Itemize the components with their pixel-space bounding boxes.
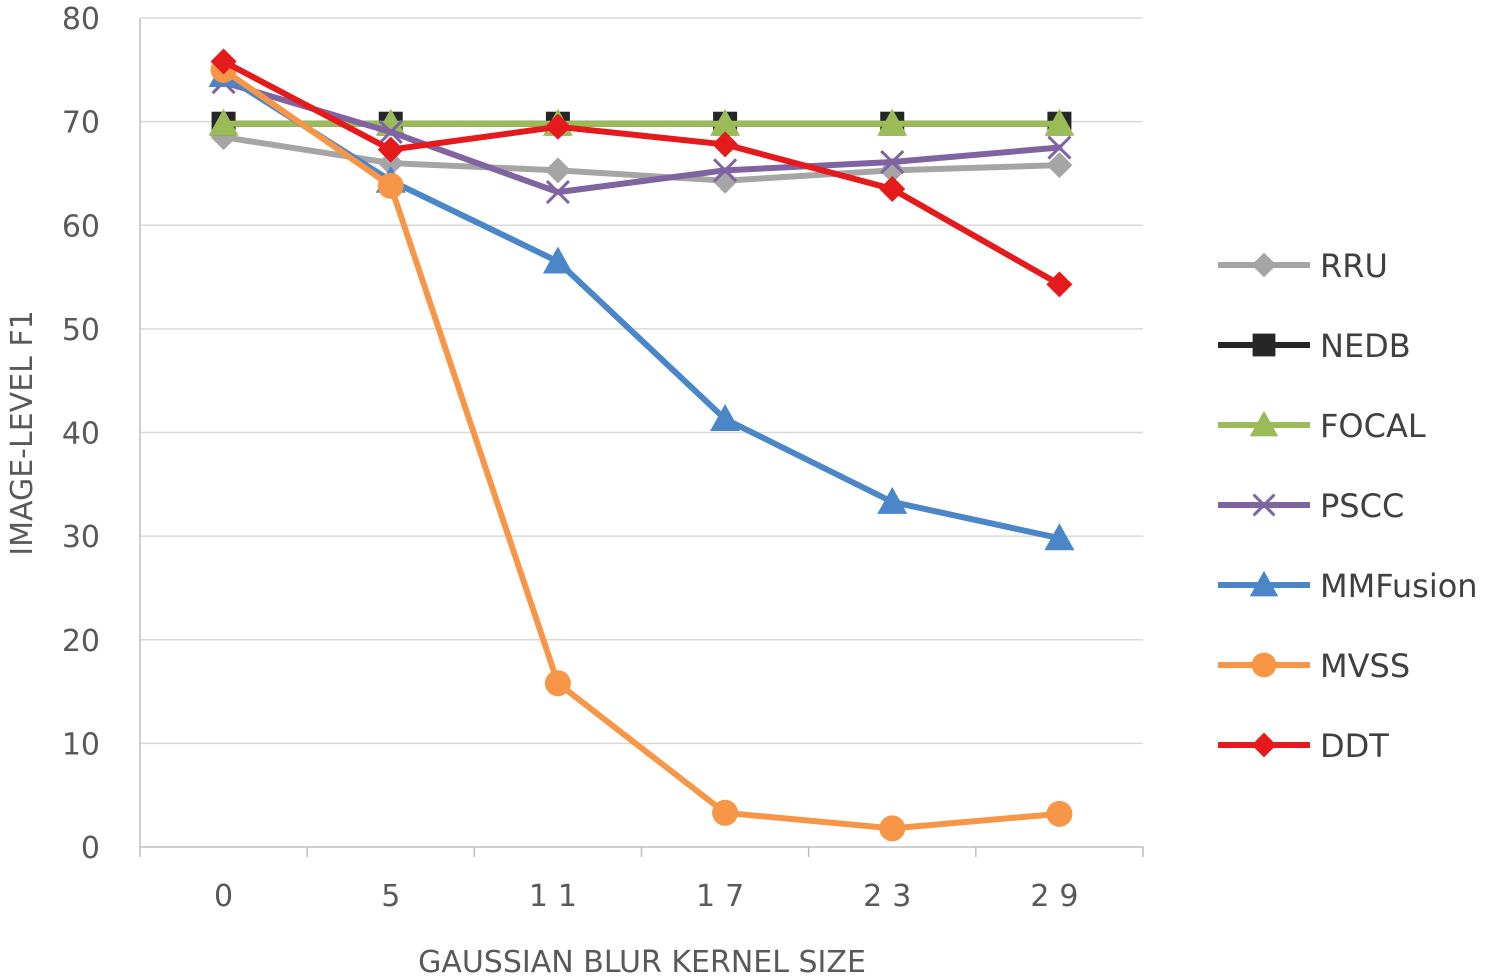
y-tick-label: 40 <box>62 417 100 452</box>
marker-x-stroke <box>1252 493 1276 517</box>
marker-diamond <box>210 48 237 75</box>
x-tick-labels: 0 5 11 17 23 29 <box>214 879 1088 914</box>
marker-x <box>378 119 403 145</box>
series-rru <box>210 124 1073 194</box>
x-tick-label: 29 <box>1030 879 1088 914</box>
marker-x-stroke <box>1047 135 1072 160</box>
series-line-ddt <box>220 58 1063 288</box>
y-tick-label: 10 <box>62 727 100 762</box>
x-tick-label: 17 <box>696 879 754 914</box>
marker-diamond <box>879 175 906 202</box>
marker-x <box>545 180 570 205</box>
y-tick-label: 20 <box>62 624 100 659</box>
marker-x-stroke <box>545 180 570 205</box>
marker-diamond <box>1251 252 1277 278</box>
series-line-mmfusion <box>220 71 1063 542</box>
marker-x-stroke <box>713 158 738 183</box>
marker-triangle <box>710 404 741 432</box>
gridlines <box>140 17 1143 745</box>
marker-circle <box>879 815 906 842</box>
y-tick-labels: 0 10 20 30 40 50 60 70 80 <box>62 2 100 866</box>
x-tick-label: 5 <box>381 879 400 914</box>
marker-triangle <box>1249 570 1279 597</box>
legend-item-mvss: MVSS <box>1218 647 1410 685</box>
y-tick-label: 50 <box>62 313 100 348</box>
marker-diamond <box>544 157 571 184</box>
marker-square <box>1252 333 1276 357</box>
marker-triangle <box>710 108 741 136</box>
legend-label: MVSS <box>1320 647 1410 685</box>
legend-item-focal: FOCAL <box>1218 407 1426 445</box>
legend-label: FOCAL <box>1320 407 1426 445</box>
marker-triangle <box>877 108 908 136</box>
marker-diamond <box>377 150 404 177</box>
marker-triangle <box>542 246 573 274</box>
series-ddt <box>210 48 1073 298</box>
legend-label: NEDB <box>1320 327 1411 365</box>
series-layer <box>208 48 1075 842</box>
marker-circle <box>1046 800 1073 827</box>
x-axis-title: GAUSSIAN BLUR KERNEL SIZE <box>418 945 866 977</box>
series-pscc <box>211 70 1072 205</box>
marker-triangle <box>1044 108 1075 136</box>
y-tick-label: 0 <box>81 831 100 866</box>
x-tick-label: 23 <box>863 879 921 914</box>
series-line-pscc <box>220 79 1063 196</box>
y-tick-label: 80 <box>62 2 100 37</box>
marker-circle <box>712 799 739 826</box>
x-tick-label: 11 <box>529 879 587 914</box>
marker-x-stroke <box>378 119 403 145</box>
y-axis-title: IMAGE-LEVEL F1 <box>5 310 40 556</box>
legend-item-pscc: PSCC <box>1218 487 1404 525</box>
legend-item-rru: RRU <box>1218 247 1388 285</box>
legend-label: DDT <box>1320 727 1389 765</box>
marker-x-stroke <box>880 149 905 175</box>
marker-x <box>713 158 738 183</box>
marker-x <box>1252 493 1276 517</box>
marker-circle <box>544 670 571 697</box>
marker-diamond <box>377 136 404 163</box>
marker-diamond <box>1046 271 1073 298</box>
series-line-mvss <box>220 66 1063 832</box>
series-mvss <box>210 56 1073 842</box>
marker-triangle <box>1249 410 1279 437</box>
marker-x <box>1047 135 1072 160</box>
legend: RRU NEDB FOCAL PSCC MMFusion MVSS DDT <box>1218 247 1478 765</box>
marker-diamond <box>544 113 571 140</box>
marker-triangle <box>1044 523 1075 551</box>
marker-triangle <box>208 108 239 136</box>
marker-x <box>880 149 905 175</box>
marker-diamond <box>712 131 739 158</box>
axes <box>139 18 1144 857</box>
series-line-rru <box>220 134 1063 184</box>
legend-label: RRU <box>1320 247 1388 285</box>
y-tick-label: 70 <box>62 106 100 141</box>
legend-item-mmfusion: MMFusion <box>1218 567 1478 605</box>
marker-circle <box>1251 652 1277 678</box>
legend-label: PSCC <box>1320 487 1404 525</box>
legend-label: MMFusion <box>1320 567 1478 605</box>
marker-diamond <box>1251 732 1277 758</box>
x-tick-label: 0 <box>214 879 233 914</box>
marker-circle <box>377 172 404 199</box>
legend-item-nedb: NEDB <box>1218 327 1411 365</box>
marker-triangle <box>877 486 908 514</box>
y-tick-label: 30 <box>62 520 100 555</box>
y-tick-label: 60 <box>62 209 100 244</box>
legend-item-ddt: DDT <box>1218 727 1389 765</box>
marker-diamond <box>1046 152 1073 179</box>
